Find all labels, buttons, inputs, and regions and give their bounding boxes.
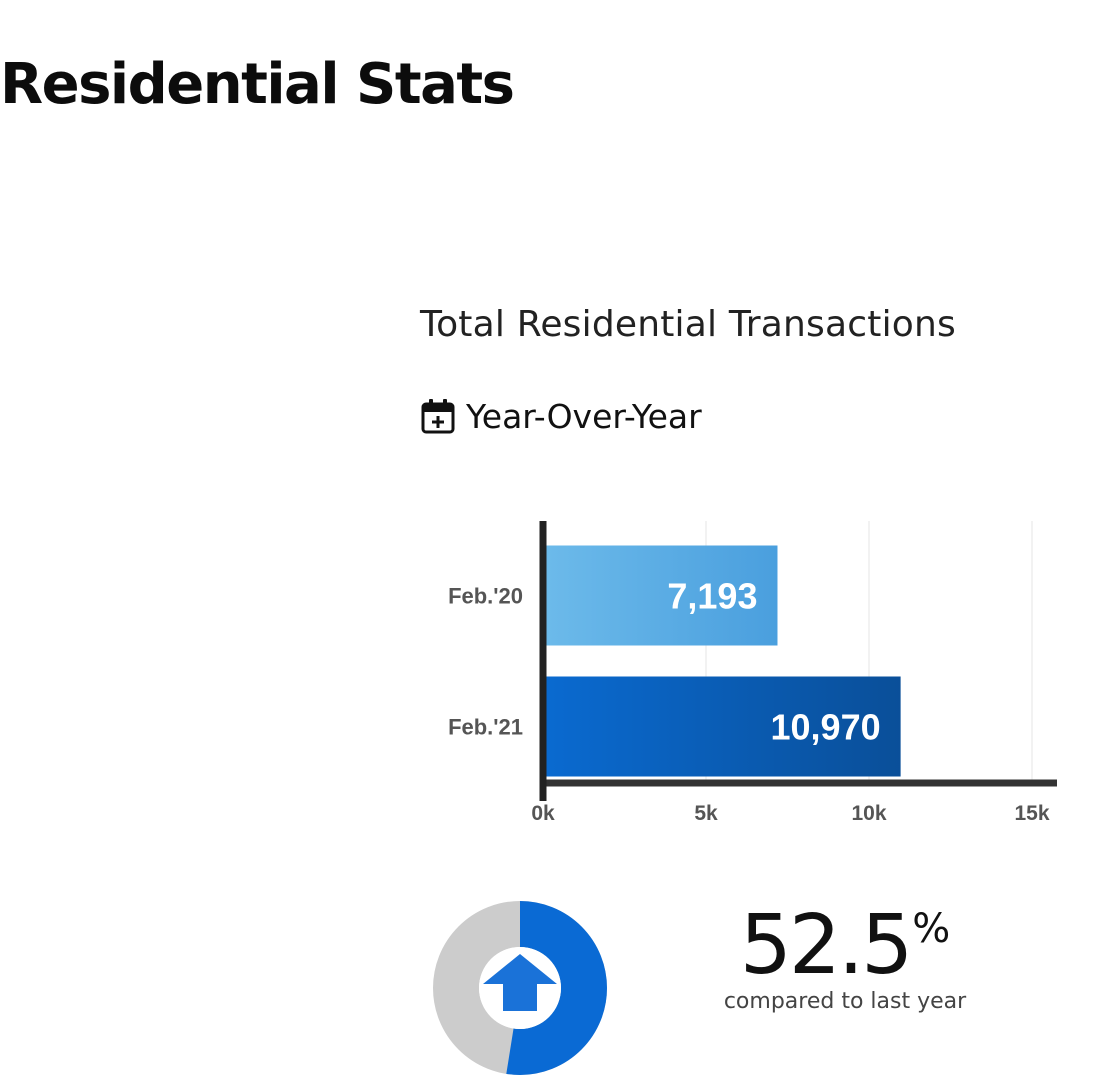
change-value: 52.5 [739, 898, 914, 993]
bar-chart: Feb.'20 7,193 Feb.'21 10,970 0k 5k 10k 15k [448, 521, 1057, 825]
category-label: Feb.'21 [448, 715, 523, 740]
change-donut [433, 901, 607, 1075]
change-summary: 52.5% compared to last year [700, 905, 990, 1015]
period-indicator: Year-Over-Year [420, 396, 702, 436]
change-unit: % [912, 906, 951, 952]
page-title: Residential Stats [0, 52, 515, 117]
change-caption: compared to last year [723, 989, 967, 1014]
tick-label: 15k [1014, 802, 1049, 825]
bar [546, 545, 778, 646]
arrow-up-icon [483, 954, 557, 1011]
tick-label: 5k [694, 802, 718, 825]
donut-fill [433, 901, 607, 1075]
category-label: Feb.'20 [448, 584, 523, 609]
period-label: Year-Over-Year [466, 396, 702, 436]
calendar-plus-icon [421, 399, 455, 434]
value-label: 7,193 [667, 576, 757, 617]
section-title: Total Residential Transactions [420, 304, 956, 345]
value-label: 10,970 [771, 707, 881, 748]
bar [546, 676, 901, 777]
tick-label: 0k [531, 802, 555, 825]
tick-label: 10k [851, 802, 886, 825]
